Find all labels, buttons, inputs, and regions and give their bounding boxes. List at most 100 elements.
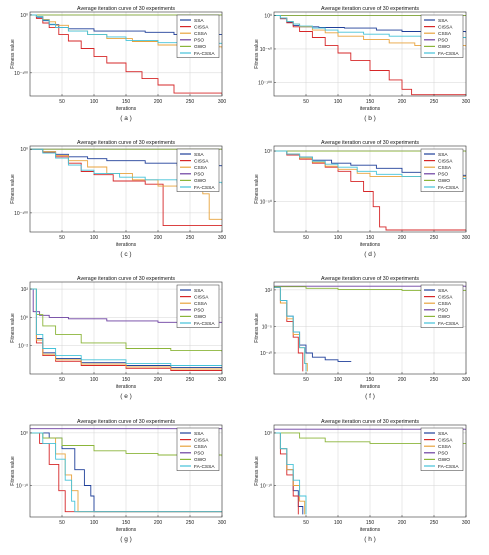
x-tick-label: 300 <box>462 520 471 526</box>
chart-title: Average iteration curve of 30 experiment… <box>77 6 175 12</box>
series-group <box>30 428 222 513</box>
series-line-fa-cssa <box>30 14 222 44</box>
x-tick-label: 200 <box>154 235 163 241</box>
legend-entry-pso: PSO <box>438 38 448 44</box>
y-tick-label: 10⁻⁵⁰ <box>260 47 272 53</box>
x-tick-label: 100 <box>334 377 343 383</box>
legend-entry-cssa: CSSA <box>194 444 208 450</box>
legend-entry-ssa: SSA <box>194 18 204 24</box>
y-axis-label: Fitness value <box>254 39 260 69</box>
x-tick-label: 200 <box>154 377 163 383</box>
x-tick-label: 250 <box>186 235 195 241</box>
y-tick-label: 10⁻¹⁰ <box>260 483 272 489</box>
y-axis-label: Fitness value <box>10 39 16 69</box>
series-line-cissa <box>30 432 222 513</box>
series-line-pso <box>30 428 222 430</box>
x-tick-label: 300 <box>462 235 471 241</box>
series-line-gwo <box>30 148 222 150</box>
y-axis-label: Fitness value <box>10 313 16 343</box>
legend-entry-cssa: CSSA <box>194 301 208 307</box>
y-axis-label: Fitness value <box>254 313 260 343</box>
series-line-gwo <box>30 288 222 353</box>
legend-entry-gwo: GWO <box>438 178 450 184</box>
legend-entry-gwo: GWO <box>194 44 206 50</box>
chart-panel-4: 50 100 150 200 250 300 10⁰ 10⁻⁵⁰ Average iterati… <box>254 140 470 258</box>
legend-entry-gwo: GWO <box>438 457 450 463</box>
legend-entry-ssa: SSA <box>438 431 448 437</box>
legend-entry-cssa: CSSA <box>194 165 208 171</box>
legend-box <box>176 284 220 328</box>
legend-entry-pso: PSO <box>194 308 204 314</box>
legend-entry-cssa: CSSA <box>438 31 452 37</box>
x-tick-label: 50 <box>59 377 65 383</box>
legend-entry-gwo: GWO <box>438 44 450 50</box>
x-tick-label: 200 <box>398 99 407 105</box>
panel-label: ( b ) <box>364 115 376 122</box>
legend-entry-fa-cssa: FA-CSSA <box>438 51 459 57</box>
legend-entry-fa-cssa: FA-CSSA <box>438 185 459 191</box>
series-line-gwo <box>274 14 466 16</box>
y-axis-label: Fitness value <box>10 174 16 204</box>
x-tick-label: 200 <box>154 520 163 526</box>
legend-entry-cssa: CSSA <box>194 31 208 37</box>
chart-panel-5: 50 100 150 200 250 300 10² 10⁰ 10⁻² Average itera… <box>10 276 226 400</box>
x-axis-label: iterations <box>116 106 137 112</box>
series-line-gwo <box>274 150 466 153</box>
x-tick-label: 100 <box>334 520 343 526</box>
x-tick-label: 50 <box>303 235 309 241</box>
x-tick-label: 150 <box>122 377 131 383</box>
series-line-fa-cssa <box>274 14 466 39</box>
legend-entry-pso: PSO <box>194 172 204 178</box>
x-tick-label: 250 <box>186 377 195 383</box>
y-tick-label: 10⁻¹⁰ <box>260 351 272 357</box>
x-tick-label: 200 <box>398 377 407 383</box>
y-tick-label: 10⁻¹⁰ <box>16 483 28 489</box>
chart-panel-2: 50 100 150 200 250 300 10⁰ 10⁻⁵⁰ 10⁻¹⁰⁰ Average i… <box>254 6 470 122</box>
x-axis-label: iterations <box>116 527 137 533</box>
legend-box <box>176 148 220 192</box>
chart-title: Average iteration curve of 30 experiment… <box>321 276 419 282</box>
panel-label: ( f ) <box>365 393 375 400</box>
chart-title: Average iteration curve of 30 experiment… <box>77 140 175 146</box>
chart-title: Average iteration curve of 30 experiment… <box>321 419 419 425</box>
x-axis-label: iterations <box>116 384 137 390</box>
x-tick-label: 100 <box>90 99 99 105</box>
y-tick-label: 10⁻¹⁰⁰ <box>14 211 28 217</box>
series-line-fa-cssa <box>274 286 307 372</box>
series-line-pso <box>30 288 222 323</box>
chart-title: Average iteration curve of 30 experiment… <box>321 6 419 12</box>
series-line-cissa <box>30 14 222 95</box>
x-tick-label: 150 <box>122 99 131 105</box>
x-tick-label: 300 <box>462 377 471 383</box>
y-tick-label: 10⁰ <box>20 147 28 153</box>
y-tick-label: 10⁻¹⁰⁰ <box>258 81 272 87</box>
legend-box <box>176 14 220 58</box>
legend-entry-ssa: SSA <box>438 18 448 24</box>
x-tick-label: 300 <box>462 99 471 105</box>
legend-entry-fa-cssa: FA-CSSA <box>438 321 459 327</box>
legend-entry-fa-cssa: FA-CSSA <box>194 51 215 57</box>
panel-label: ( h ) <box>364 536 376 543</box>
x-tick-label: 100 <box>90 235 99 241</box>
series-group <box>274 428 466 515</box>
x-tick-label: 100 <box>90 377 99 383</box>
legend-entry-fa-cssa: FA-CSSA <box>194 321 215 327</box>
x-tick-label: 300 <box>218 377 227 383</box>
x-tick-label: 150 <box>366 99 375 105</box>
y-tick-label: 10⁻⁵⁰ <box>260 200 272 206</box>
legend-entry-cssa: CSSA <box>438 301 452 307</box>
panel-label: ( d ) <box>364 251 376 258</box>
y-tick-label: 10⁰ <box>20 13 28 19</box>
x-tick-label: 250 <box>430 235 439 241</box>
x-tick-label: 50 <box>59 99 65 105</box>
series-line-fa-cssa <box>30 288 222 367</box>
legend-entry-cissa: CISSA <box>438 294 453 300</box>
x-axis-label: iterations <box>360 527 381 533</box>
y-tick-label: 10⁰ <box>264 149 272 155</box>
x-tick-label: 200 <box>398 520 407 526</box>
x-tick-label: 250 <box>430 99 439 105</box>
